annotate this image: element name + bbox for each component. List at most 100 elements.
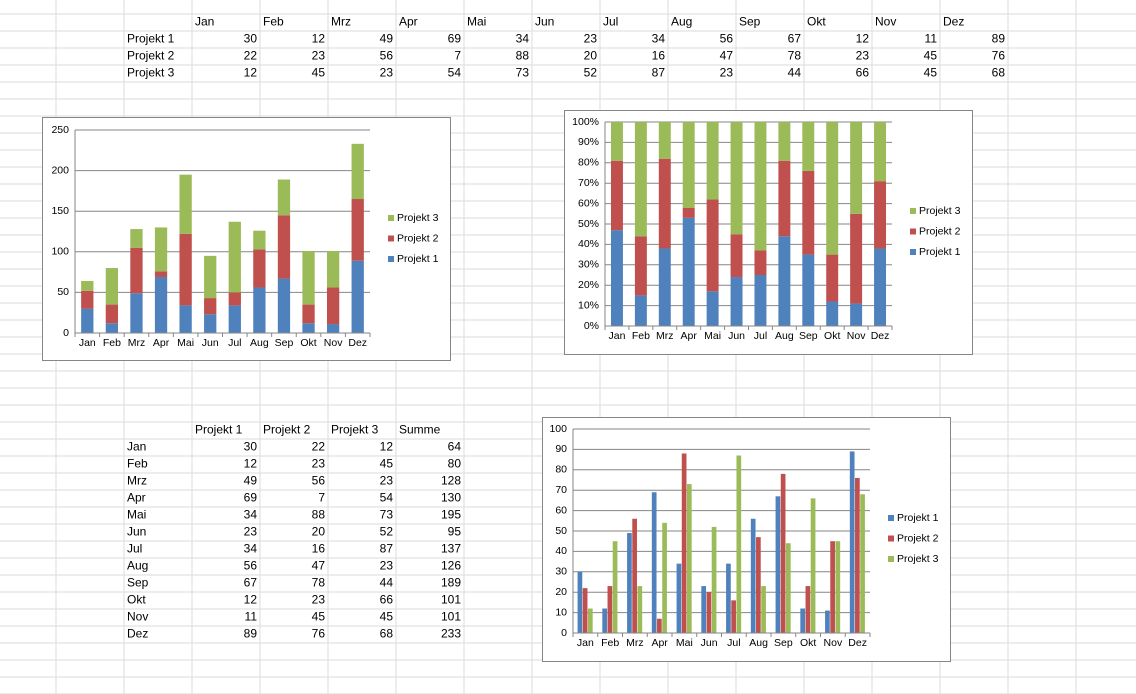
bar-segment	[730, 277, 743, 326]
bar-segment	[826, 254, 839, 302]
bar-segment	[634, 236, 647, 296]
row-label: Mrz	[127, 474, 147, 488]
column-header: Projekt 2	[263, 423, 311, 437]
bar-segment	[105, 304, 119, 324]
x-tick-label: Apr	[153, 337, 170, 349]
bar-segment	[610, 160, 623, 231]
cell: 78	[788, 49, 802, 63]
bar-segment	[277, 179, 291, 216]
x-tick-label: Jun	[701, 637, 718, 649]
row-label: Jul	[127, 542, 142, 556]
column-header: Dez	[943, 15, 964, 29]
column-header: Mai	[467, 15, 486, 29]
cell: 56	[312, 474, 326, 488]
x-tick-label: Okt	[300, 337, 316, 349]
legend-swatch	[388, 215, 394, 221]
bar-segment	[179, 174, 192, 234]
y-tick-label: 80%	[578, 157, 599, 169]
cell: 12	[380, 440, 394, 454]
cell: 88	[312, 508, 326, 522]
bar	[800, 608, 806, 633]
cell: 23	[312, 457, 326, 471]
cell: 44	[788, 66, 802, 80]
bar-segment	[754, 122, 767, 251]
row-label: Sep	[127, 576, 149, 590]
cell: 89	[244, 627, 258, 641]
bar-segment	[179, 233, 192, 306]
cell: 54	[380, 491, 394, 505]
column-header: Feb	[263, 15, 284, 29]
cell: 12	[244, 593, 258, 607]
x-tick-label: Nov	[847, 330, 866, 342]
cell: 34	[244, 508, 258, 522]
bar	[627, 533, 632, 633]
legend-swatch	[910, 249, 916, 255]
cell: 76	[992, 49, 1006, 63]
x-tick-label: Jul	[754, 330, 767, 342]
bar-segment	[706, 199, 719, 292]
x-tick-label: Okt	[824, 330, 840, 342]
column-header: Jan	[195, 15, 214, 29]
x-tick-label: Jul	[727, 637, 740, 649]
cell: 34	[516, 32, 530, 46]
cell: 30	[244, 32, 258, 46]
chart: 0% 10% 20% 30% 40% 50% 60% 70% 80% 90% 100% Jan Feb M…	[564, 110, 973, 355]
bar	[651, 492, 657, 633]
y-tick-label: 100%	[572, 116, 599, 128]
bar-segment	[81, 281, 94, 291]
bar	[607, 586, 613, 633]
bar	[602, 608, 608, 633]
y-tick-label: 70	[555, 484, 567, 496]
column-header: Summe	[399, 423, 441, 437]
y-tick-label: 10	[555, 606, 567, 618]
bar-segment	[802, 254, 815, 326]
row-label: Projekt 2	[127, 49, 175, 63]
cell: 22	[244, 49, 258, 63]
cell: 45	[312, 66, 326, 80]
y-tick-label: 250	[51, 124, 69, 136]
bar-segment	[802, 122, 815, 171]
cell: 12	[856, 32, 870, 46]
cell: 34	[244, 542, 258, 556]
bar-segment	[634, 122, 647, 237]
cell: 45	[312, 610, 326, 624]
bar-segment	[682, 217, 695, 326]
bar	[756, 537, 761, 633]
cell: 68	[380, 627, 394, 641]
cell: 7	[318, 491, 325, 505]
bar	[860, 494, 865, 633]
x-tick-label: Aug	[749, 637, 768, 649]
row-label: Feb	[127, 457, 148, 471]
cell: 47	[720, 49, 734, 63]
bar-segment	[826, 122, 839, 255]
bar-segment	[204, 314, 217, 333]
legend-swatch	[888, 535, 894, 542]
bar	[582, 588, 588, 633]
legend-label: Projekt 1	[897, 512, 939, 524]
legend-swatch	[910, 228, 916, 235]
row-label: Aug	[127, 559, 148, 573]
cell: 23	[312, 593, 326, 607]
bar	[686, 484, 692, 633]
cell: 23	[244, 525, 258, 539]
bar	[825, 610, 830, 633]
x-tick-label: Sep	[774, 637, 793, 649]
bar-segment	[204, 255, 217, 299]
cell: 12	[244, 457, 258, 471]
cell: 69	[244, 491, 258, 505]
y-tick-label: 100	[51, 246, 69, 258]
legend-swatch	[388, 235, 394, 242]
bar-segment	[228, 305, 241, 333]
cell: 54	[448, 66, 462, 80]
bar-segment	[778, 122, 791, 161]
cell: 87	[380, 542, 394, 556]
bar-segment	[326, 324, 340, 333]
x-tick-label: Nov	[324, 337, 343, 349]
bar	[662, 522, 667, 633]
legend-label: Projekt 2	[919, 225, 961, 237]
column-header: Mrz	[331, 15, 351, 29]
cell: 67	[788, 32, 802, 46]
cell: 56	[244, 559, 258, 573]
cell: 101	[441, 610, 461, 624]
